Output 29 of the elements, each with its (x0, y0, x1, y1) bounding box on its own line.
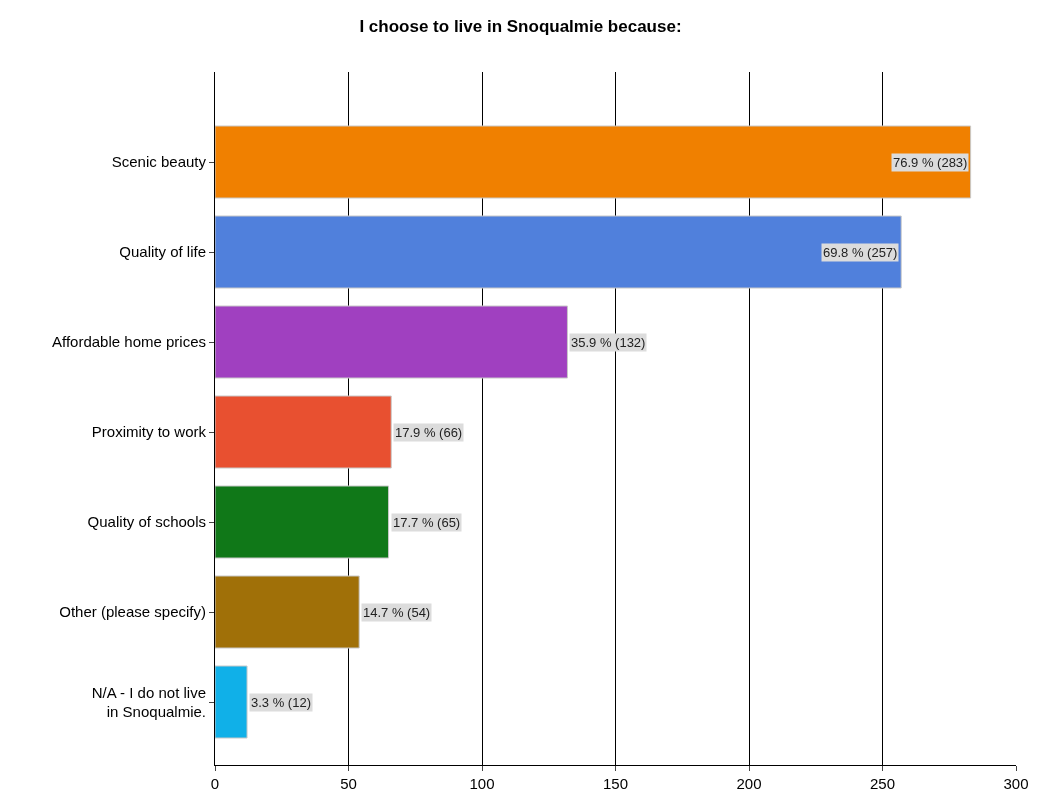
x-tick-label: 0 (210, 775, 220, 792)
bar (215, 395, 392, 469)
chart-title: I choose to live in Snoqualmie because: (359, 17, 682, 36)
data-label: 35.9 % (132) (571, 335, 646, 350)
data-label: 69.8 % (257) (823, 245, 898, 260)
data-label: 14.7 % (54) (363, 605, 431, 620)
y-tick-label: Scenic beauty (111, 153, 207, 171)
bar (215, 305, 568, 379)
y-tick-label: Proximity to work (91, 423, 207, 441)
x-tick-label: 250 (869, 775, 896, 792)
data-label: 17.7 % (65) (393, 515, 461, 530)
x-tick-label: 300 (1003, 775, 1029, 792)
y-tick-label: N/A - I do not live in Snoqualmie. (91, 683, 206, 720)
bar (215, 575, 360, 649)
bar (215, 215, 902, 289)
x-tick-label: 150 (602, 775, 629, 792)
y-tick-label: Other (please specify) (59, 603, 206, 621)
data-label: 17.9 % (66) (395, 425, 463, 440)
bar (215, 665, 248, 739)
y-tick-label: Quality of life (119, 243, 206, 261)
data-label: 76.9 % (283) (893, 155, 968, 170)
bar (215, 125, 972, 199)
y-tick-label: Quality of schools (87, 513, 206, 531)
x-tick-label: 100 (469, 775, 495, 792)
x-tick-label: 200 (736, 775, 762, 792)
data-label: 3.3 % (12) (251, 695, 311, 710)
bar (215, 485, 390, 559)
y-tick-label: Affordable home prices (52, 333, 206, 351)
x-tick-label: 50 (340, 775, 357, 792)
